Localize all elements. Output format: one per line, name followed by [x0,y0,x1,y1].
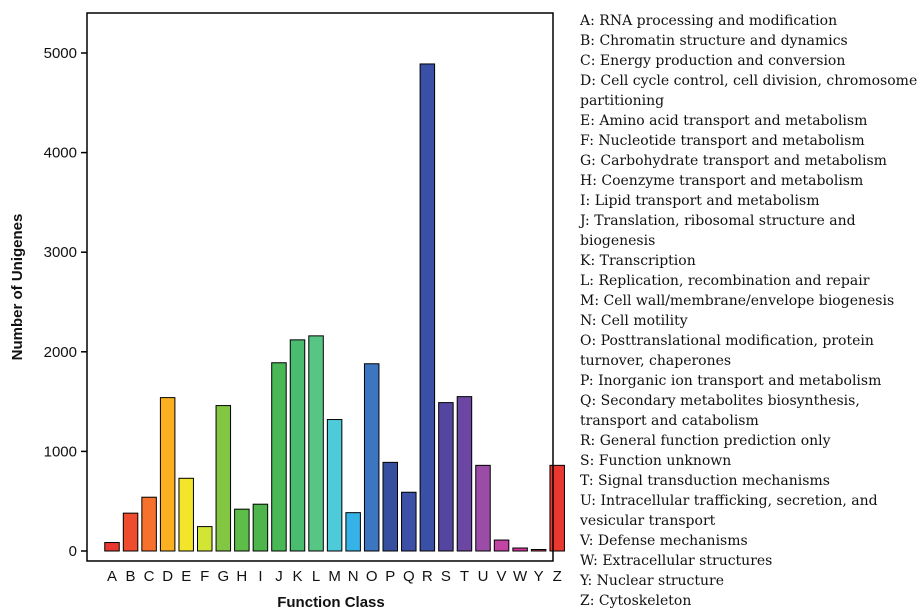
x-tick-label: P [385,568,395,585]
legend-item: U: Intracellular trafficking, secretion,… [580,493,878,529]
bar-W [512,547,528,552]
bar-T [456,396,473,552]
bar-E [178,477,194,552]
bar-M [326,419,343,552]
legend-item: O: Posttranslational modification, prote… [580,333,874,369]
x-tick-label: H [236,568,247,585]
x-tick-label: B [126,568,136,585]
y-tick-label: 3000 [44,244,77,261]
legend-item: S: Function unknown [580,453,732,469]
y-axis-ticks: 0 1000 2000 3000 4000 5000 [44,45,87,560]
bar-O [363,363,380,552]
legend-item: H: Coenzyme transport and metabolism [580,173,864,189]
x-tick-label: M [328,568,341,585]
legend-item: N: Cell motility [580,313,688,329]
x-tick-label: K [292,568,302,585]
bar-L [308,335,324,552]
x-tick-label: T [460,568,469,585]
x-tick-label: U [478,568,489,585]
bar-J [271,362,287,552]
legend-item: T: Signal transduction mechanisms [580,473,830,489]
legend: A: RNA processing and modification B: Chr… [580,11,920,610]
x-tick-label: Q [403,568,415,585]
legend-item: J: Translation, ribosomal structure and … [580,213,856,249]
bar-Q [401,491,417,552]
x-tick-label: W [513,568,528,585]
legend-item: L: Replication, recombination and repair [580,273,870,289]
legend-item: F: Nucleotide transport and metabolism [580,133,865,149]
bar-V [493,539,510,552]
bar-C [141,496,157,552]
plot-area [104,63,565,552]
x-tick-label: Z [553,568,562,585]
x-axis-label: Function Class [277,594,385,610]
x-tick-label: G [217,568,229,585]
bar-P [382,461,398,552]
y-tick-label: 4000 [44,145,77,162]
legend-item: B: Chromatin structure and dynamics [580,33,848,49]
x-tick-label: L [312,568,320,585]
x-tick-label: N [348,568,359,585]
bar-G [215,405,232,552]
x-tick-label: A [107,568,117,585]
legend-item: Z: Cytoskeleton [580,593,692,609]
bar-F [197,526,213,552]
legend-item: K: Transcription [580,253,696,269]
x-tick-label: C [144,568,155,585]
bar-Z [549,464,565,552]
y-axis-label: Number of Unigenes [9,214,26,361]
legend-item: M: Cell wall/membrane/envelope biogenesi… [580,293,895,309]
bar-Y [530,549,547,552]
y-tick-label: 2000 [44,344,77,361]
bar-A [104,542,120,552]
legend-item: A: RNA processing and modification [580,13,838,29]
y-tick-label: 0 [69,543,77,560]
bar-D [159,397,176,552]
bar-K [289,339,306,552]
x-tick-label: F [200,568,209,585]
x-tick-label: J [275,568,283,585]
x-tick-label: D [162,568,173,585]
legend-item: W: Extracellular structures [580,553,773,569]
x-tick-label: E [181,568,191,585]
bar-R [419,63,436,552]
y-tick-label: 5000 [44,45,77,62]
x-tick-label: I [258,568,262,585]
bar-H [234,508,250,552]
bar-U [475,464,491,552]
bar-B [122,512,139,552]
legend-item: R: General function prediction only [580,433,831,449]
bar-S [438,402,454,552]
x-tick-label: Y [534,568,544,585]
legend-item: I: Lipid transport and metabolism [580,193,820,209]
x-tick-label: V [497,568,507,585]
bar-I [252,503,269,552]
legend-item: Y: Nuclear structure [580,573,725,589]
legend-item: E: Amino acid transport and metabolism [580,113,868,129]
bar-N [345,512,361,552]
x-tick-label: S [441,568,451,585]
y-tick-label: 1000 [44,443,77,460]
axes-frame [86,12,554,562]
x-tick-label: R [422,568,433,585]
legend-item: C: Energy production and conversion [580,53,846,69]
legend-item: G: Carbohydrate transport and metabolism [580,153,887,169]
legend-item: P: Inorganic ion transport and metabolis… [580,373,882,389]
legend-item: Q: Secondary metabolites biosynthesis, t… [580,393,860,429]
legend-item: D: Cell cycle control, cell division, ch… [580,73,918,109]
x-tick-label: O [366,568,378,585]
legend-item: V: Defense mechanisms [580,533,748,549]
